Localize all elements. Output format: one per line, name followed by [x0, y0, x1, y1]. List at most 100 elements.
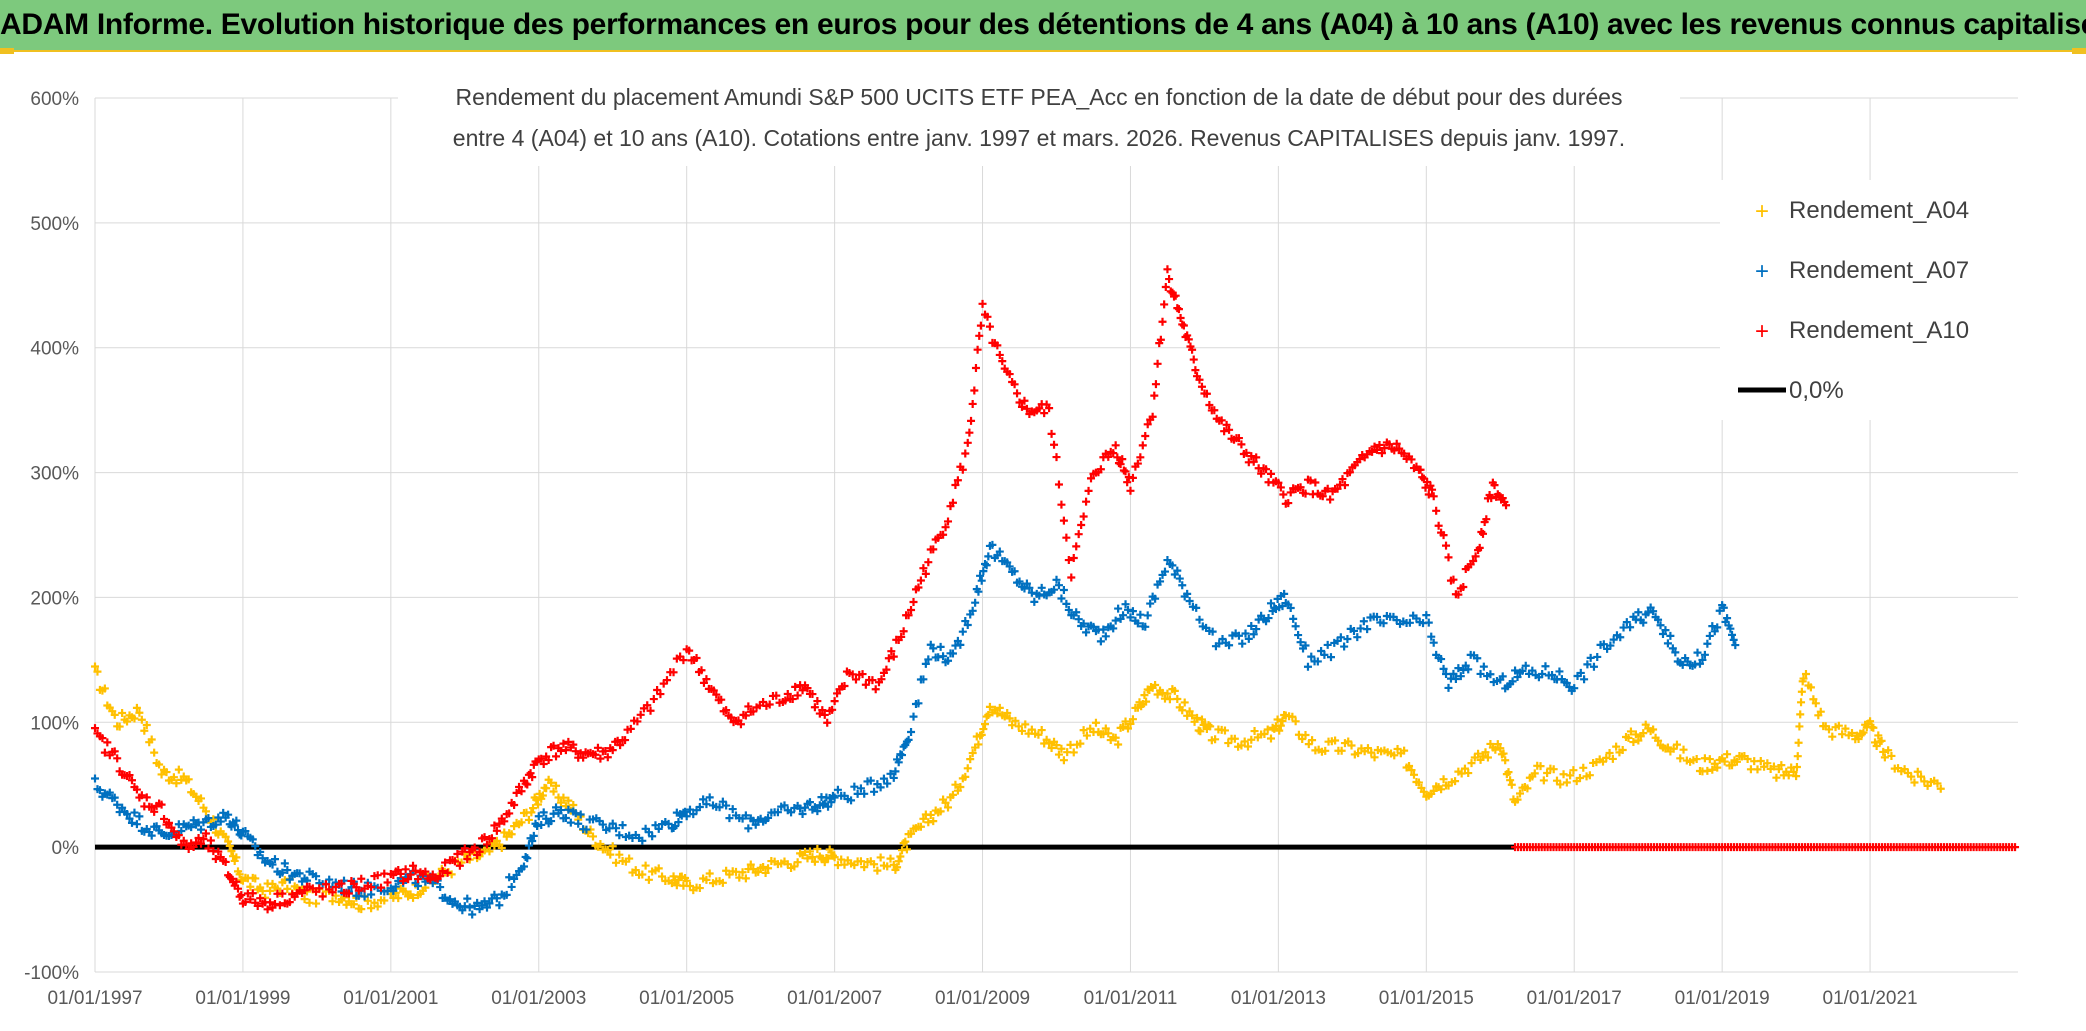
- data-point: [715, 803, 724, 812]
- data-point: [1743, 754, 1752, 763]
- data-point: [1079, 726, 1088, 735]
- data-point: [1222, 420, 1231, 429]
- data-point: [561, 746, 570, 755]
- data-point: [197, 825, 206, 834]
- data-point: [1536, 762, 1545, 771]
- data-point: [682, 812, 691, 821]
- data-point: [263, 905, 272, 914]
- data-point: [460, 844, 469, 853]
- data-point: [482, 903, 491, 912]
- data-point: [1723, 614, 1732, 623]
- data-point: [1089, 622, 1098, 631]
- data-point: [1025, 583, 1034, 592]
- data-point: [1671, 648, 1680, 657]
- data-point: [214, 847, 223, 856]
- data-point: [1490, 481, 1499, 490]
- data-point: [1879, 747, 1888, 756]
- data-point: [725, 814, 734, 823]
- data-point: [280, 859, 289, 868]
- data-point: [909, 712, 918, 721]
- data-point: [233, 884, 242, 893]
- data-point: [1266, 469, 1275, 478]
- data-point: [1877, 736, 1886, 745]
- data-point: [1062, 599, 1071, 608]
- data-point: [781, 696, 790, 705]
- data-point: [1072, 542, 1081, 551]
- data-point: [1880, 753, 1889, 762]
- data-point: [636, 710, 645, 719]
- data-point: [221, 832, 230, 841]
- data-point: [1156, 335, 1165, 344]
- data-point: [502, 890, 511, 899]
- data-point: [1874, 731, 1883, 740]
- data-point: [608, 819, 617, 828]
- data-point: [209, 815, 218, 824]
- data-point: [1473, 654, 1482, 663]
- data-point: [443, 868, 452, 877]
- data-point: [556, 806, 565, 815]
- data-point: [1017, 726, 1026, 735]
- data-point: [256, 894, 265, 903]
- data-point: [1119, 611, 1128, 620]
- data-point: [1444, 683, 1453, 692]
- data-point: [113, 800, 122, 809]
- data-point: [1439, 531, 1448, 540]
- data-point: [1639, 729, 1648, 738]
- data-point: [533, 800, 542, 809]
- x-tick-label: 01/01/2017: [1527, 988, 1622, 1009]
- data-point: [436, 872, 445, 881]
- data-point: [966, 755, 975, 764]
- data-point: [759, 863, 768, 872]
- data-point: [1679, 745, 1688, 754]
- data-point: [1133, 619, 1142, 628]
- data-point: [780, 801, 789, 810]
- data-point: [965, 428, 974, 437]
- data-point: [709, 686, 718, 695]
- data-point: [998, 357, 1007, 366]
- data-point: [1506, 776, 1515, 785]
- data-point: [1859, 728, 1868, 737]
- data-point: [1234, 631, 1243, 640]
- data-point: [510, 800, 519, 809]
- data-point: [383, 878, 392, 887]
- data-point: [653, 685, 662, 694]
- data-point: [1663, 639, 1672, 648]
- data-point: [571, 809, 580, 818]
- data-point: [1301, 730, 1310, 739]
- data-point: [1047, 429, 1056, 438]
- data-point: [206, 836, 215, 845]
- data-point: [526, 769, 535, 778]
- data-point: [113, 754, 122, 763]
- data-point: [1010, 380, 1019, 389]
- data-point: [523, 780, 532, 789]
- data-point: [904, 735, 913, 744]
- data-point: [618, 821, 627, 830]
- data-point: [971, 364, 980, 373]
- data-point: [270, 855, 279, 864]
- data-point: [951, 780, 960, 789]
- data-point: [727, 713, 736, 722]
- data-point: [626, 724, 635, 733]
- x-tick-label: 01/01/2015: [1379, 988, 1474, 1009]
- data-point: [283, 884, 292, 893]
- data-point: [1649, 607, 1658, 616]
- data-point: [517, 787, 526, 796]
- data-point: [899, 627, 908, 636]
- data-point: [1072, 608, 1081, 617]
- data-point: [184, 844, 193, 853]
- data-point: [1434, 521, 1443, 530]
- data-point: [258, 854, 267, 863]
- data-point: [968, 749, 977, 758]
- data-point: [995, 547, 1004, 556]
- data-point: [654, 864, 663, 873]
- data-point: [125, 771, 134, 780]
- data-point: [1569, 766, 1578, 775]
- data-point: [995, 703, 1004, 712]
- data-point: [974, 740, 983, 749]
- data-point: [189, 842, 198, 851]
- data-point: [118, 708, 127, 717]
- data-point: [1451, 777, 1460, 786]
- data-point: [394, 894, 403, 903]
- data-point: [211, 854, 220, 863]
- data-point: [851, 675, 860, 684]
